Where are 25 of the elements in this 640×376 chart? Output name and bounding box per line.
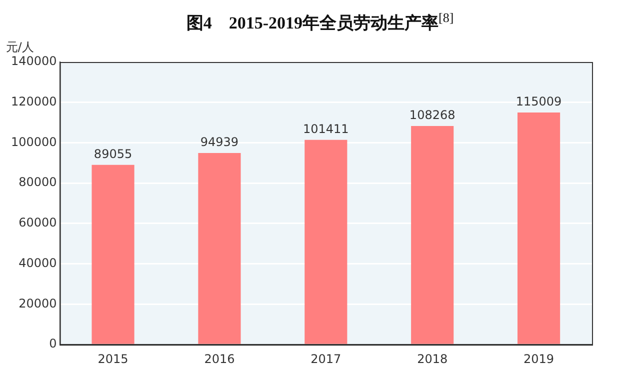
y-tick-label: 20000 — [18, 296, 57, 310]
y-tick-label: 80000 — [18, 175, 57, 190]
bar — [92, 164, 134, 344]
y-tick-label: 120000 — [10, 94, 57, 108]
x-tick-label: 2017 — [310, 352, 342, 366]
data-label: 101411 — [303, 122, 349, 136]
x-tick-label: 2018 — [417, 352, 448, 366]
chart-title: 图4 2015-2019年全员劳动生产率$^{[8]}$ — [185, 10, 455, 35]
x-tick-label: 2016 — [204, 352, 235, 366]
bar — [304, 140, 348, 344]
y-axis-title: 元/人 — [6, 40, 34, 54]
bar — [517, 112, 560, 344]
y-tick-label: 100000 — [10, 134, 57, 149]
y-tick-label: 0 — [49, 336, 57, 351]
bar — [411, 126, 454, 344]
y-tick-label: 60000 — [18, 216, 57, 230]
data-label: 108268 — [409, 108, 456, 122]
x-tick-label: 2015 — [98, 352, 128, 366]
data-label: 115009 — [516, 94, 562, 109]
data-label: 94939 — [200, 135, 239, 150]
bar — [198, 152, 241, 344]
y-tick-label: 40000 — [18, 256, 57, 270]
y-tick-label: 140000 — [10, 54, 57, 68]
data-label: 89055 — [94, 146, 132, 161]
x-tick-label: 2019 — [524, 352, 554, 366]
